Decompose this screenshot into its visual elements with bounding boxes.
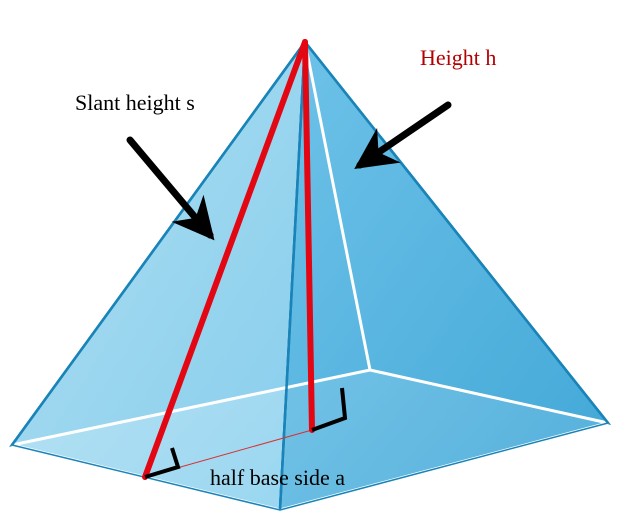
label-height: Height h [420, 45, 496, 70]
label-slant-height: Slant height s [75, 90, 195, 115]
label-half-base: half base side a [210, 465, 345, 490]
pyramid-face-front-right [280, 42, 608, 510]
